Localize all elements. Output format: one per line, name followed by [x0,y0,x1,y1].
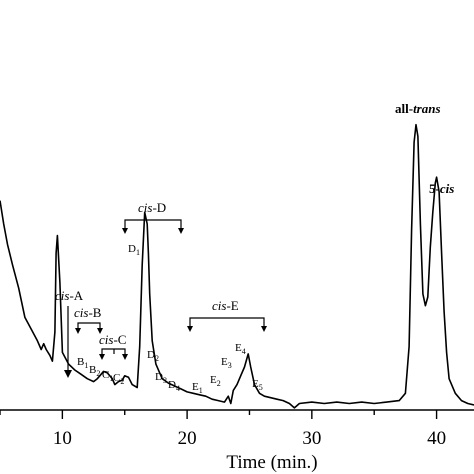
group-label-cis-d: cis-D [138,200,166,215]
group-arrowhead-cis-b-left [75,328,81,334]
peak-label-b1: B1 [77,356,88,370]
x-tick-label-40: 40 [427,428,446,449]
group-label-cis-a: cis-A [55,288,84,303]
peak-label-d2: D2 [147,349,159,363]
x-tick-label-10: 10 [53,428,72,449]
group-bracket-cis-d [124,219,182,230]
peak-label-c1: C1 [102,369,113,383]
peak-label-b2: B2 [89,364,100,378]
peak-label-c2: C2 [113,372,124,386]
peak-label-d4: D4 [168,379,180,393]
peak-label-e3: E3 [221,356,232,370]
peak-label-e2: E2 [210,374,221,388]
x-tick-label-20: 20 [178,428,197,449]
group-arrowhead-cis-b-right [97,328,103,334]
group-arrowhead-cis-c-left [99,354,105,360]
x-axis-title: Time (min.) [226,452,317,473]
group-arrowhead-cis-d-right [178,228,184,234]
peak-label-d1: D1 [128,243,140,257]
group-arrowhead-cis-d-left [122,228,128,234]
group-label-cis-e: cis-E [212,298,239,313]
peak-label-e4: E4 [235,342,246,356]
peak-label-all-trans: all-trans [395,101,441,116]
group-arrowhead-cis-a [64,370,72,378]
peak-label-5-cis: 5-cis [429,181,454,196]
trace-layer [0,123,474,409]
annotation-layer: cis-A cis-B cis-C cis-D cis-E B1 B2 C1 C… [55,101,454,395]
peak-label-e5: E5 [252,378,263,392]
chromatogram-trace-0 [0,123,474,409]
group-arrowhead-cis-e-left [187,326,193,332]
group-bracket-cis-b [77,322,101,331]
group-arrowhead-cis-c-right [122,354,128,360]
peak-label-d3: D3 [155,371,167,385]
group-arrowhead-cis-e-right [261,326,267,332]
axis-layer: 10 20 30 40 Time (min.) [0,409,474,473]
peak-label-e1: E1 [192,381,203,395]
group-label-cis-b: cis-B [74,305,102,320]
x-tick-label-30: 30 [302,428,321,449]
group-bracket-cis-e [189,317,265,328]
group-label-cis-c: cis-C [99,332,126,347]
